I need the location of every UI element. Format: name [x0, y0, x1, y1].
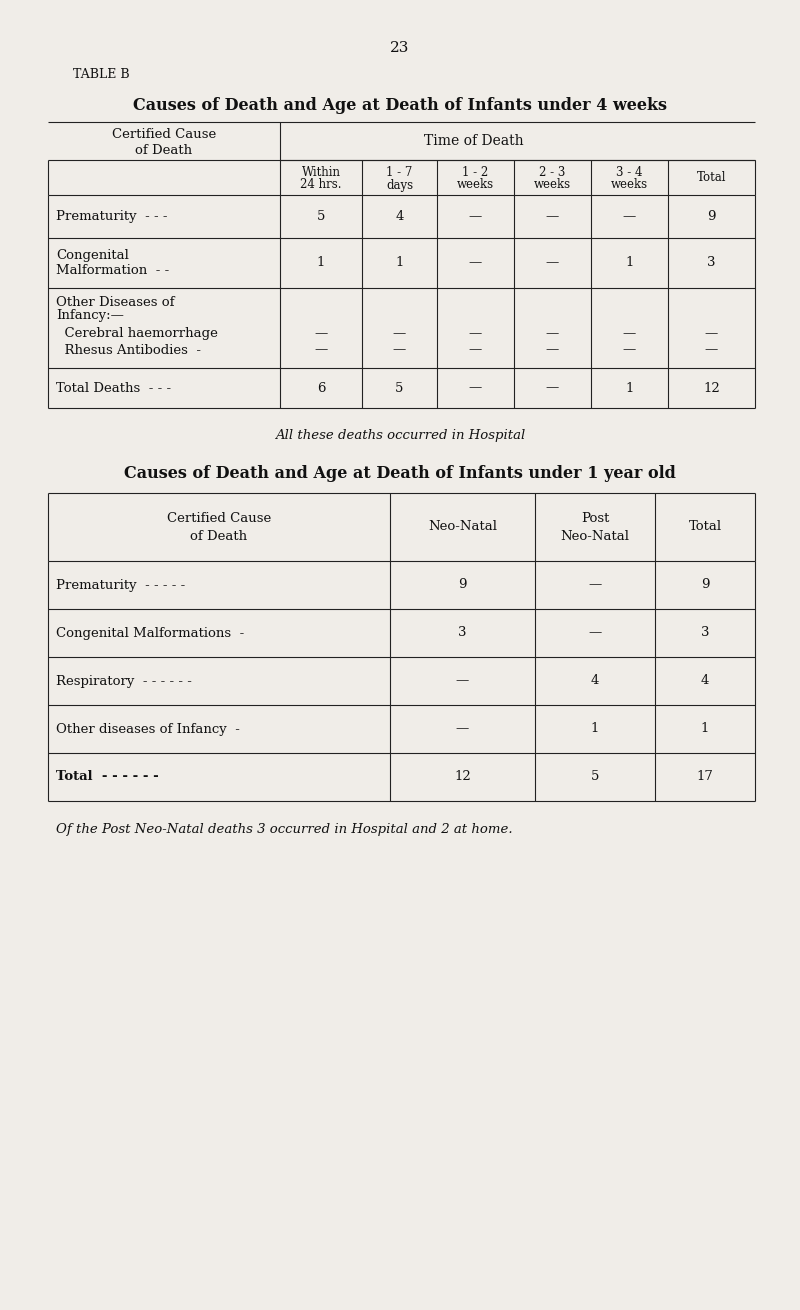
- Text: Infancy:—: Infancy:—: [56, 309, 124, 322]
- Text: 5: 5: [591, 770, 599, 783]
- Text: —: —: [705, 328, 718, 341]
- Text: Certified Cause: Certified Cause: [167, 511, 271, 524]
- Text: Post: Post: [581, 511, 609, 524]
- Text: —: —: [588, 626, 602, 639]
- Text: Time of Death: Time of Death: [424, 134, 524, 148]
- Text: —: —: [546, 381, 559, 394]
- Text: 5: 5: [395, 381, 404, 394]
- Text: Certified Cause: Certified Cause: [112, 128, 216, 141]
- Text: Total: Total: [697, 172, 726, 183]
- Text: weeks: weeks: [611, 178, 648, 191]
- Text: —: —: [546, 210, 559, 223]
- Text: —: —: [546, 257, 559, 270]
- Text: —: —: [469, 343, 482, 356]
- Text: Malformation  - -: Malformation - -: [56, 265, 170, 278]
- Text: —: —: [314, 328, 328, 341]
- Text: Other Diseases of: Other Diseases of: [56, 296, 174, 308]
- Text: —: —: [705, 343, 718, 356]
- Text: 12: 12: [703, 381, 720, 394]
- Text: All these deaths occurred in Hospital: All these deaths occurred in Hospital: [275, 430, 525, 443]
- Text: weeks: weeks: [457, 178, 494, 191]
- Text: 1: 1: [317, 257, 325, 270]
- Text: Rhesus Antibodies  -: Rhesus Antibodies -: [56, 343, 201, 356]
- Text: 1: 1: [591, 723, 599, 735]
- Text: Total  - - - - - -: Total - - - - - -: [56, 770, 158, 783]
- Text: Congenital Malformations  -: Congenital Malformations -: [56, 626, 244, 639]
- Text: —: —: [623, 210, 636, 223]
- Text: —: —: [469, 257, 482, 270]
- Text: 1: 1: [626, 257, 634, 270]
- Text: 3: 3: [701, 626, 710, 639]
- Text: 3: 3: [458, 626, 466, 639]
- Text: weeks: weeks: [534, 178, 571, 191]
- Text: Total Deaths  - - -: Total Deaths - - -: [56, 381, 171, 394]
- Text: of Death: of Death: [135, 144, 193, 156]
- Text: 3 - 4: 3 - 4: [616, 165, 642, 178]
- Text: 3: 3: [707, 257, 716, 270]
- Text: —: —: [456, 723, 469, 735]
- Text: TABLE B: TABLE B: [73, 68, 130, 81]
- Text: —: —: [314, 343, 328, 356]
- Text: 23: 23: [390, 41, 410, 55]
- Text: Causes of Death and Age at Death of Infants under 1 year old: Causes of Death and Age at Death of Infa…: [124, 465, 676, 482]
- Text: Neo-Natal: Neo-Natal: [561, 529, 630, 542]
- Text: Within: Within: [302, 165, 341, 178]
- Text: —: —: [469, 381, 482, 394]
- Text: 9: 9: [458, 579, 466, 592]
- Text: —: —: [546, 328, 559, 341]
- Text: 24 hrs.: 24 hrs.: [300, 178, 342, 191]
- Text: 17: 17: [697, 770, 714, 783]
- Text: 1: 1: [626, 381, 634, 394]
- Text: Total: Total: [689, 520, 722, 533]
- Text: 4: 4: [701, 675, 709, 688]
- Text: 9: 9: [701, 579, 710, 592]
- Text: 5: 5: [317, 210, 325, 223]
- Text: —: —: [623, 328, 636, 341]
- Text: —: —: [393, 328, 406, 341]
- Text: 1: 1: [395, 257, 404, 270]
- Text: —: —: [393, 343, 406, 356]
- Text: Neo-Natal: Neo-Natal: [428, 520, 497, 533]
- Text: Congenital: Congenital: [56, 249, 129, 262]
- Text: 4: 4: [395, 210, 404, 223]
- Text: —: —: [588, 579, 602, 592]
- Text: Other diseases of Infancy  -: Other diseases of Infancy -: [56, 723, 240, 735]
- Text: 1: 1: [701, 723, 709, 735]
- Text: 12: 12: [454, 770, 471, 783]
- Text: Prematurity  - - -: Prematurity - - -: [56, 210, 167, 223]
- Text: —: —: [456, 675, 469, 688]
- Text: Respiratory  - - - - - -: Respiratory - - - - - -: [56, 675, 192, 688]
- Text: days: days: [386, 178, 413, 191]
- Text: Causes of Death and Age at Death of Infants under 4 weeks: Causes of Death and Age at Death of Infa…: [133, 97, 667, 114]
- Text: 9: 9: [707, 210, 716, 223]
- Text: 2 - 3: 2 - 3: [539, 165, 566, 178]
- Text: 4: 4: [591, 675, 599, 688]
- Text: 1 - 7: 1 - 7: [386, 165, 413, 178]
- Text: —: —: [469, 328, 482, 341]
- Text: 6: 6: [317, 381, 326, 394]
- Text: 1 - 2: 1 - 2: [462, 165, 489, 178]
- Text: —: —: [469, 210, 482, 223]
- Text: Cerebral haemorrhage: Cerebral haemorrhage: [56, 328, 218, 341]
- Text: Prematurity  - - - - -: Prematurity - - - - -: [56, 579, 186, 592]
- Text: —: —: [623, 343, 636, 356]
- Text: —: —: [546, 343, 559, 356]
- Text: of Death: of Death: [190, 529, 247, 542]
- Text: Of the Post Neo-Natal deaths 3 occurred in Hospital and 2 at home.: Of the Post Neo-Natal deaths 3 occurred …: [56, 823, 513, 836]
